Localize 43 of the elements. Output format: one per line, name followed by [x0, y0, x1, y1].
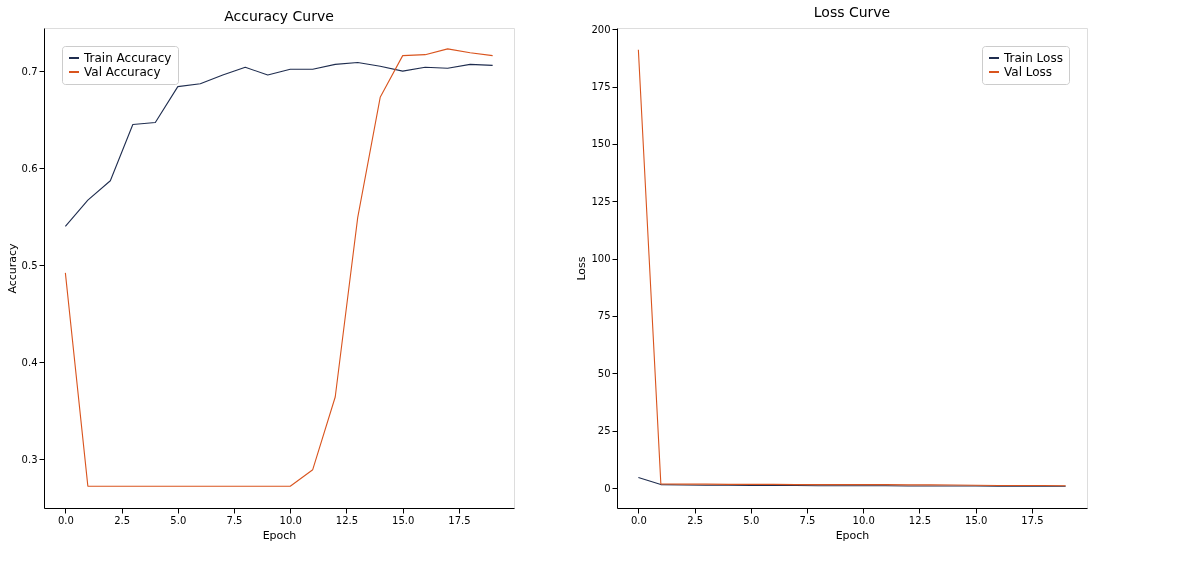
y-tick-label: 0.5	[21, 259, 38, 271]
x-tick-label: 17.5	[1021, 514, 1044, 526]
x-tick-label: 5.0	[743, 514, 760, 526]
y-tick-label: 0.7	[21, 65, 38, 77]
y-tick-label: 150	[591, 138, 611, 150]
y-tick-label: 200	[591, 23, 611, 35]
legend-label: Train Accuracy	[83, 51, 172, 65]
legend-label: Val Accuracy	[84, 65, 161, 79]
x-tick-label: 7.5	[799, 514, 816, 526]
chart-title: Loss Curve	[813, 4, 891, 21]
x-tick-label: 2.5	[114, 514, 131, 526]
y-tick-label: 0.4	[21, 356, 38, 368]
x-axis-title: Epoch	[835, 528, 870, 542]
legend-label: Train Loss	[1003, 51, 1063, 65]
x-tick-label: 17.5	[448, 514, 471, 526]
x-tick-label: 12.5	[335, 514, 359, 526]
line-series	[637, 476, 1067, 487]
x-tick-label: 0.0	[57, 514, 74, 526]
y-tick-label: 100	[591, 253, 611, 265]
y-tick-label: 50	[597, 367, 611, 379]
x-axis-title: Epoch	[262, 528, 297, 542]
y-tick-label: 125	[591, 195, 611, 207]
y-axis-title: Loss	[575, 256, 589, 281]
x-tick-label: 15.0	[965, 514, 988, 526]
x-tick-label: 5.0	[170, 514, 187, 526]
y-tick-label: 25	[597, 425, 611, 437]
x-tick-label: 15.0	[392, 514, 415, 526]
y-tick-label: 0.6	[21, 162, 38, 174]
x-tick-label: 7.5	[226, 514, 243, 526]
x-tick-label: 10.0	[279, 514, 302, 526]
x-tick-label: 10.0	[852, 514, 875, 526]
x-tick-label: 0.0	[630, 514, 647, 526]
y-tick-label: 175	[591, 81, 611, 93]
y-tick-label: 75	[597, 310, 611, 322]
line-series	[637, 49, 1067, 487]
x-tick-label: 12.5	[908, 514, 932, 526]
line-series	[64, 48, 494, 487]
y-tick-label: 0	[604, 482, 611, 494]
legend-label: Val Loss	[1004, 65, 1053, 79]
x-tick-label: 2.5	[687, 514, 704, 526]
y-tick-label: 0.3	[21, 453, 38, 465]
y-axis-title: Accuracy	[5, 242, 19, 294]
chart-title: Accuracy Curve	[224, 8, 334, 24]
